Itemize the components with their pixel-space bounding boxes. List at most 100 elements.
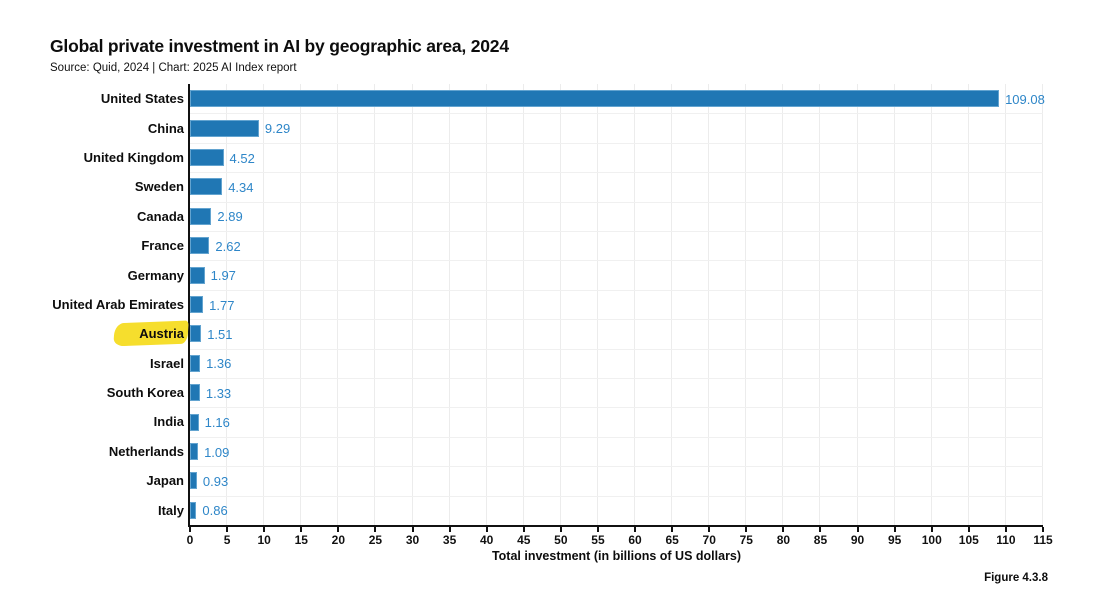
horizontal-gridline (190, 495, 1043, 497)
x-tick-label: 90 (850, 533, 865, 547)
vertical-gridline (634, 84, 636, 525)
horizontal-gridline (190, 436, 1043, 438)
x-tick-mark (819, 527, 822, 532)
category-row-india: India (0, 407, 184, 436)
vertical-gridline (782, 84, 784, 525)
horizontal-gridline (190, 466, 1043, 468)
x-tick-mark (411, 527, 414, 532)
horizontal-gridline (190, 407, 1043, 409)
bar-austria (190, 325, 202, 343)
x-tick-label: 105 (958, 533, 979, 547)
vertical-gridline (967, 84, 969, 525)
x-tick-label: 5 (223, 533, 231, 547)
vertical-gridline (819, 84, 821, 525)
bar-india (190, 413, 199, 431)
x-tick-mark (782, 527, 785, 532)
category-row-italy: Italy (0, 495, 184, 524)
value-label-germany: 1.97 (210, 268, 236, 284)
bar-netherlands (190, 443, 199, 460)
x-tick-mark (559, 527, 562, 532)
bar-united-states (190, 90, 1000, 108)
x-tick-label: 10 (257, 533, 271, 547)
value-label-china: 9.29 (264, 121, 291, 137)
x-tick-mark (485, 527, 488, 532)
bar-israel (190, 354, 201, 372)
value-label-italy: 0.86 (202, 503, 228, 519)
x-tick-label: 25 (368, 533, 383, 547)
x-tick-mark (337, 527, 340, 532)
category-row-austria: Austria (0, 319, 189, 348)
value-label-israel: 1.36 (206, 356, 232, 372)
category-row-south-korea: South Korea (0, 378, 184, 407)
horizontal-gridline (190, 172, 1043, 174)
value-label-south-korea: 1.33 (205, 385, 232, 401)
vertical-gridline (671, 84, 673, 525)
x-axis-label: Total investment (in billions of US doll… (491, 549, 742, 563)
category-label: United Arab Emirates (52, 296, 184, 312)
value-label-india: 1.16 (204, 415, 230, 431)
x-tick-mark (448, 527, 451, 532)
figure-label: Figure 4.3.8 (984, 572, 1048, 584)
category-label: India (153, 414, 184, 430)
x-tick-label: 65 (665, 533, 679, 547)
horizontal-gridline (190, 289, 1043, 291)
category-label: Italy (157, 502, 184, 518)
category-row-germany: Germany (0, 260, 184, 289)
vertical-gridline (1042, 84, 1043, 525)
vertical-gridline (559, 84, 561, 525)
bar-italy (190, 501, 197, 519)
bar-united-kingdom (190, 149, 224, 166)
category-label: Israel (150, 355, 184, 371)
category-label: China (147, 120, 184, 136)
x-tick-mark (522, 527, 525, 532)
vertical-gridline (263, 84, 265, 525)
x-tick-label: 75 (739, 533, 753, 547)
x-tick-mark (1004, 527, 1007, 532)
value-label-japan: 0.93 (202, 473, 229, 489)
horizontal-gridline (190, 231, 1043, 232)
category-label: Canada (137, 208, 184, 224)
horizontal-gridline (190, 348, 1043, 350)
vertical-gridline (411, 84, 413, 525)
x-tick-mark (930, 527, 933, 532)
x-tick-mark (708, 527, 711, 532)
x-tick-label: 110 (996, 533, 1016, 547)
category-row-canada: Canada (0, 202, 184, 231)
vertical-gridline (300, 84, 302, 525)
x-tick-label: 70 (702, 533, 716, 547)
x-tick-label: 60 (628, 533, 642, 547)
plot-area: 109.08 9.29 4.52 4.34 2.89 2.62 1.97 1.77 1.51 1.… (188, 84, 1045, 527)
category-label: Sweden (134, 179, 184, 195)
vertical-gridline (448, 84, 450, 525)
bar-sweden (190, 178, 223, 196)
vertical-gridline (485, 84, 487, 525)
value-label-canada: 2.89 (217, 209, 243, 225)
value-label-austria: 1.51 (207, 326, 233, 342)
value-label-france: 2.62 (215, 238, 241, 254)
vertical-gridline (374, 84, 376, 525)
category-row-united-states: United States (0, 84, 184, 113)
category-row-netherlands: Netherlands (0, 437, 184, 466)
x-tick-mark (374, 527, 377, 532)
horizontal-gridline (190, 260, 1043, 262)
x-tick-label: 95 (887, 533, 902, 547)
horizontal-gridline (190, 201, 1043, 203)
vertical-gridline (1004, 84, 1006, 525)
x-tick-label: 40 (480, 533, 494, 547)
category-label: United Kingdom (83, 149, 184, 165)
x-tick-mark (1042, 527, 1044, 532)
horizontal-gridline (190, 142, 1043, 144)
x-tick-mark (967, 527, 970, 532)
x-tick-mark (596, 527, 599, 532)
x-tick-label: 80 (776, 533, 791, 547)
bar-japan (190, 472, 197, 490)
value-label-united-states: 109.08 (1005, 91, 1045, 107)
category-row-france: France (0, 231, 184, 260)
x-tick-mark (634, 527, 637, 532)
vertical-gridline (226, 84, 228, 525)
x-tick-label: 55 (591, 533, 605, 547)
x-tick-label: 35 (442, 533, 457, 547)
bar-france (190, 237, 210, 255)
value-label-netherlands: 1.09 (204, 444, 230, 460)
x-tick-mark (263, 527, 266, 532)
